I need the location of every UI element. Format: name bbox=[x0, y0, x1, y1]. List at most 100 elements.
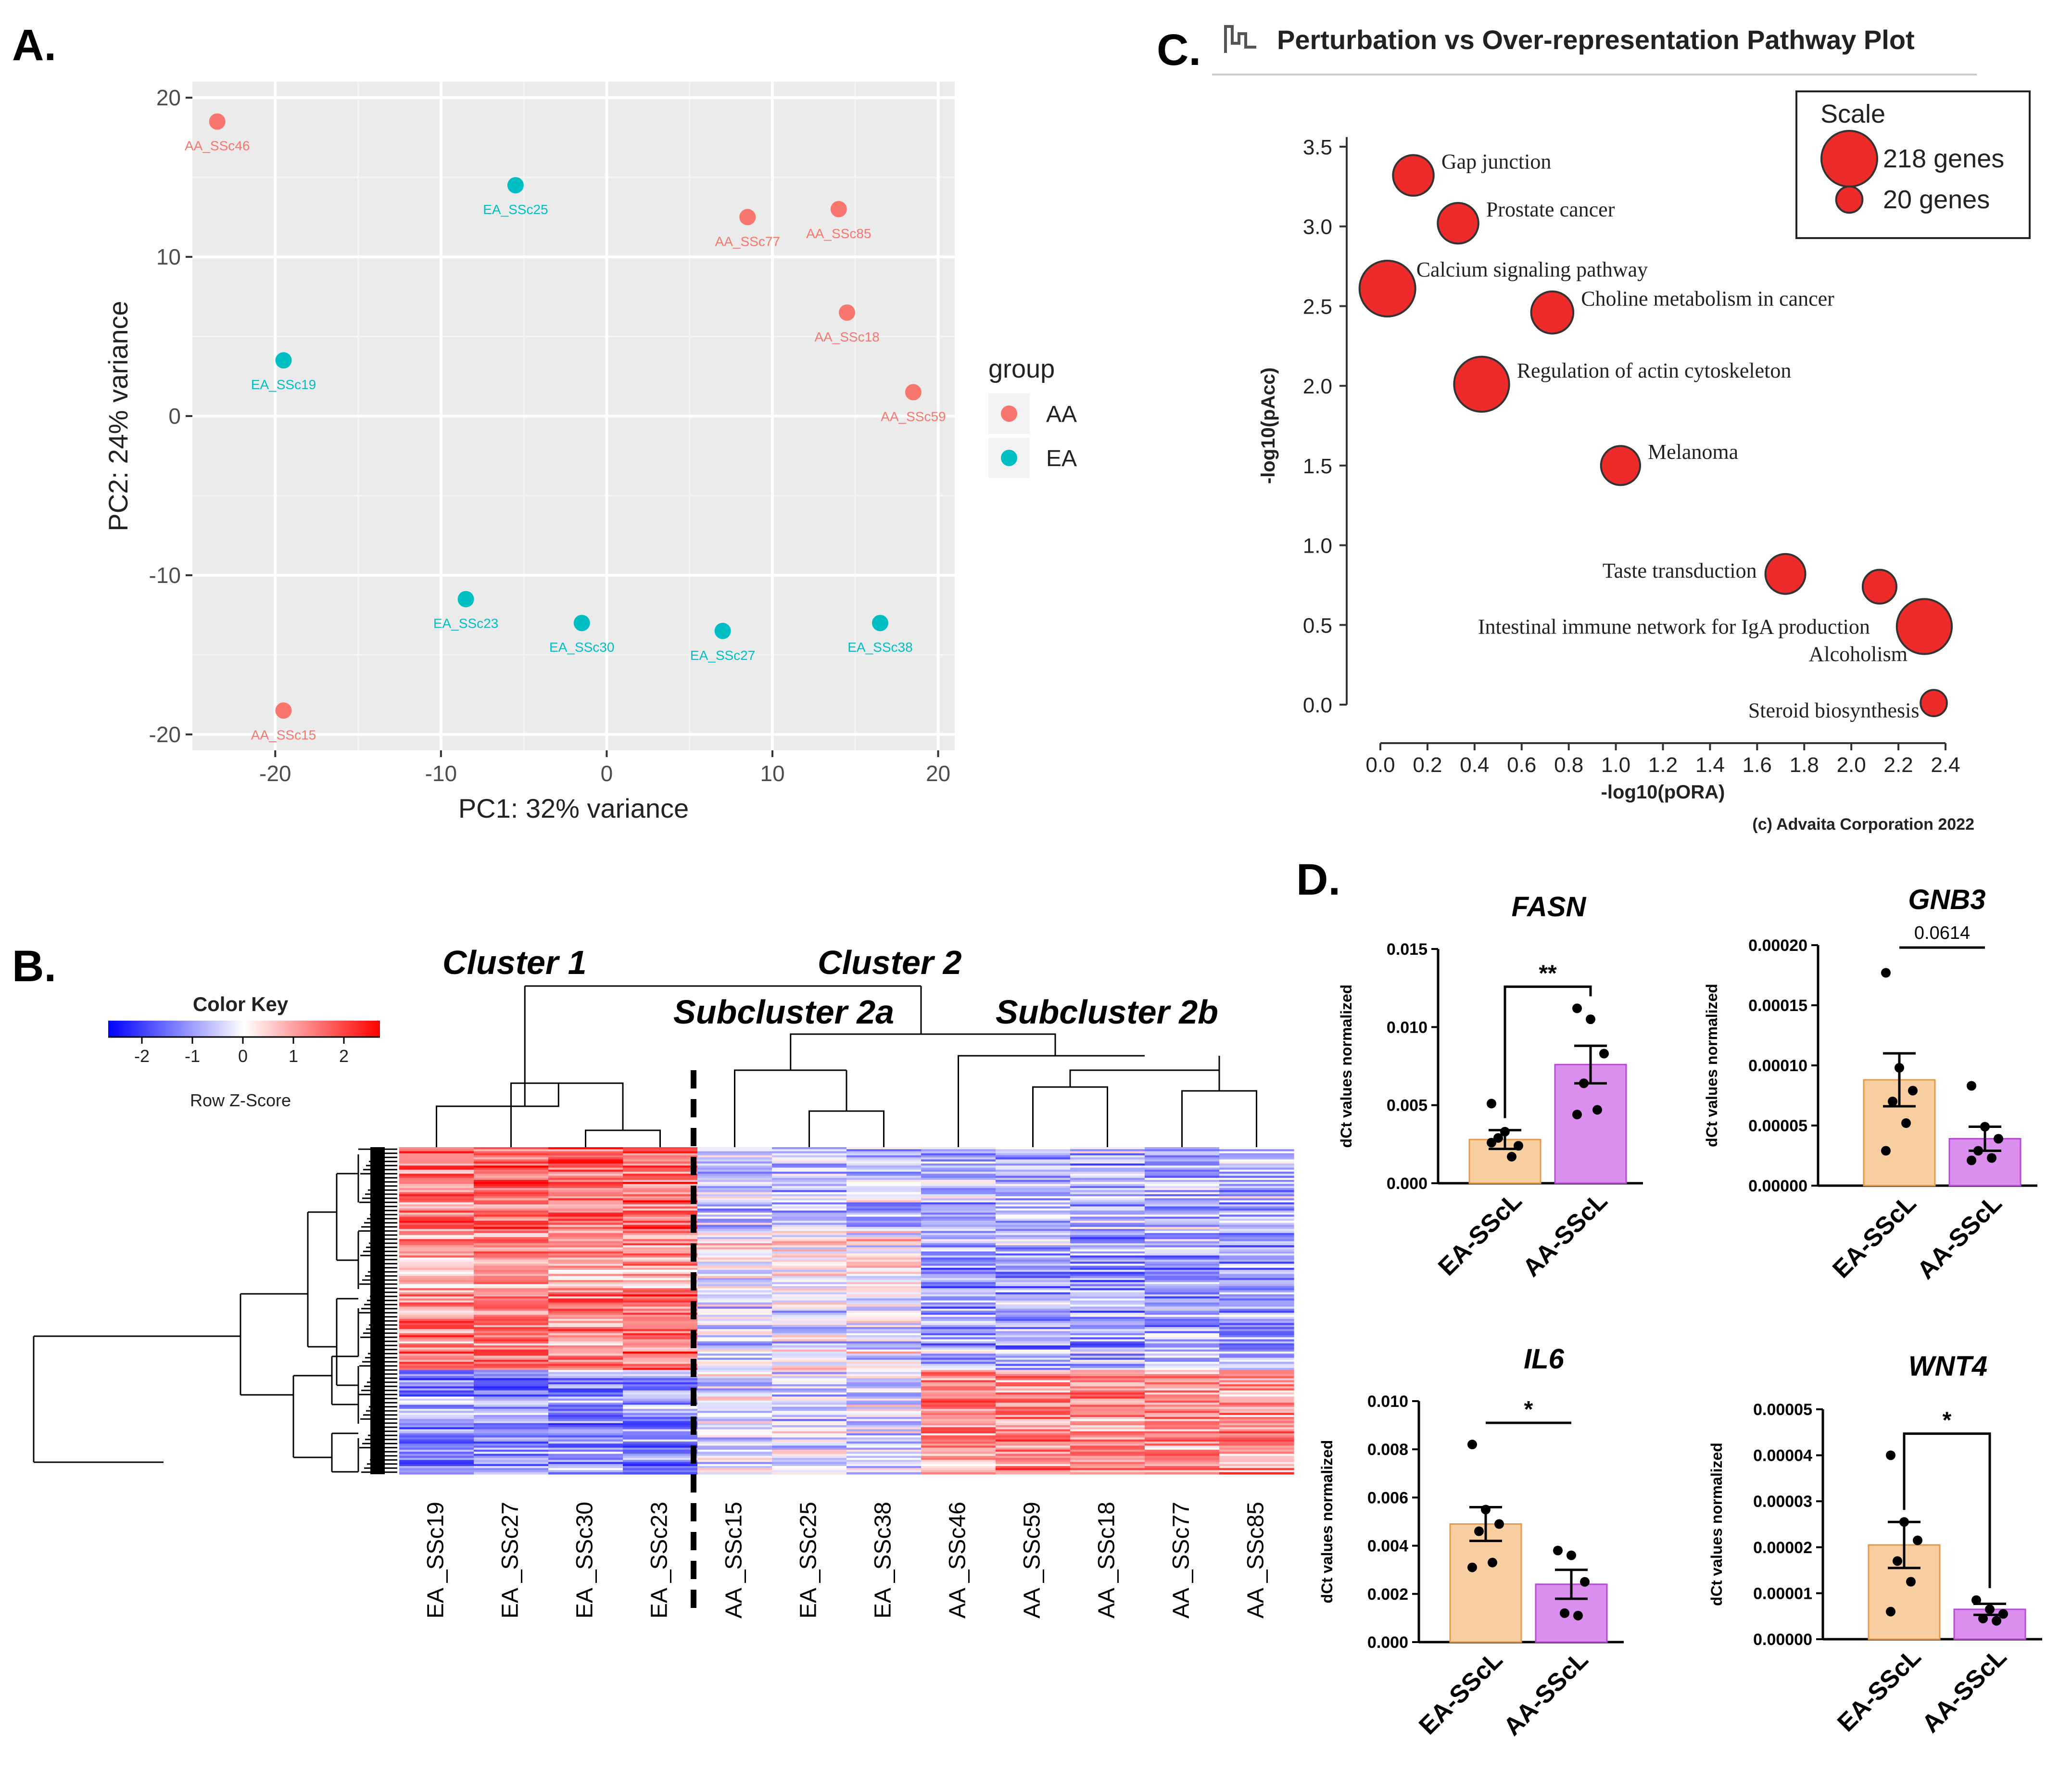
heatmap-cell bbox=[623, 1300, 698, 1303]
heatmap-cell bbox=[399, 1345, 474, 1348]
heatmap-cell bbox=[921, 1182, 996, 1185]
heatmap-cell bbox=[697, 1378, 772, 1381]
heatmap-cell bbox=[1070, 1153, 1145, 1156]
pathway-y-axis-label: -log10(pAcc) bbox=[1258, 367, 1279, 484]
heatmap-cell bbox=[921, 1292, 996, 1295]
data-point bbox=[1967, 1155, 1976, 1165]
heatmap-cell bbox=[1145, 1435, 1220, 1438]
heatmap-cell bbox=[772, 1167, 847, 1170]
heatmap-cell bbox=[1145, 1177, 1220, 1180]
heatmap-cell bbox=[548, 1347, 623, 1350]
heatmap-cell bbox=[697, 1282, 772, 1285]
heatmap-cell bbox=[996, 1200, 1071, 1203]
heatmap-cell bbox=[697, 1221, 772, 1223]
heatmap-cell bbox=[399, 1161, 474, 1164]
pca-x-tick-label: 20 bbox=[926, 761, 950, 786]
heatmap-cell bbox=[1145, 1398, 1220, 1401]
heatmap-cell bbox=[1145, 1223, 1220, 1226]
heatmap-cell bbox=[772, 1300, 847, 1303]
heatmap-cell bbox=[996, 1225, 1071, 1227]
heatmap-cell bbox=[474, 1349, 549, 1352]
heatmap-cell bbox=[1145, 1339, 1220, 1342]
heatmap-cell bbox=[623, 1368, 698, 1370]
heatmap-cell bbox=[697, 1382, 772, 1385]
heatmap-cell bbox=[996, 1439, 1071, 1442]
heatmap-cell bbox=[996, 1417, 1071, 1419]
heatmap-cell bbox=[399, 1415, 474, 1417]
heatmap-cell bbox=[1219, 1208, 1294, 1211]
heatmap-cell bbox=[921, 1390, 996, 1393]
data-point bbox=[1906, 1577, 1916, 1587]
heatmap-cell bbox=[548, 1169, 623, 1172]
heatmap-cell bbox=[996, 1362, 1071, 1365]
heatmap-cell bbox=[921, 1329, 996, 1332]
heatmap-cell bbox=[474, 1427, 549, 1430]
heatmap-cell bbox=[474, 1229, 549, 1231]
heatmap-column-label: AA _SSc18 bbox=[1094, 1502, 1120, 1619]
heatmap-cell bbox=[846, 1349, 922, 1352]
heatmap-cell bbox=[697, 1360, 772, 1362]
heatmap-cell bbox=[846, 1231, 922, 1234]
heatmap-cell bbox=[399, 1427, 474, 1430]
heatmap-cell bbox=[996, 1321, 1071, 1324]
heatmap-cell bbox=[697, 1262, 772, 1264]
heatmap-cell bbox=[697, 1227, 772, 1229]
heatmap-cell bbox=[772, 1433, 847, 1436]
heatmap-cell bbox=[399, 1423, 474, 1426]
heatmap-cell bbox=[921, 1276, 996, 1278]
heatmap-cell bbox=[1145, 1221, 1220, 1223]
heatmap-cell bbox=[548, 1292, 623, 1295]
heatmap-cell bbox=[399, 1278, 474, 1280]
heatmap-cell bbox=[1145, 1368, 1220, 1370]
heatmap-cell bbox=[772, 1206, 847, 1209]
heatmap-cell bbox=[1145, 1464, 1220, 1467]
heatmap-cell bbox=[623, 1362, 698, 1365]
data-point bbox=[1881, 968, 1891, 978]
bar-chart-y-tick-label: 0.00000 bbox=[1753, 1631, 1812, 1649]
heatmap-cell bbox=[548, 1384, 623, 1387]
heatmap-cell bbox=[548, 1186, 623, 1189]
pca-legend-label: AA bbox=[1046, 402, 1077, 427]
heatmap-cell bbox=[1219, 1329, 1294, 1332]
heatmap-cell bbox=[399, 1223, 474, 1226]
heatmap-cell bbox=[846, 1282, 922, 1285]
heatmap-column-label: EA _SSc23 bbox=[647, 1502, 672, 1619]
heatmap-cell bbox=[846, 1368, 922, 1370]
heatmap-cell bbox=[772, 1378, 847, 1381]
heatmap-cell bbox=[996, 1452, 1071, 1455]
heatmap-cell bbox=[996, 1464, 1071, 1467]
heatmap-cell bbox=[474, 1345, 549, 1348]
pca-x-tick-label: 10 bbox=[760, 761, 784, 786]
heatmap-cell bbox=[846, 1404, 922, 1407]
heatmap-cell bbox=[846, 1325, 922, 1328]
heatmap-cell bbox=[1219, 1445, 1294, 1448]
heatmap-cell bbox=[548, 1337, 623, 1340]
heatmap-cell bbox=[846, 1272, 922, 1275]
data-point bbox=[1481, 1505, 1491, 1515]
heatmap-cell bbox=[697, 1165, 772, 1168]
heatmap-cell bbox=[1145, 1411, 1220, 1414]
heatmap-cell bbox=[697, 1210, 772, 1213]
heatmap-cell bbox=[548, 1304, 623, 1307]
heatmap-cell bbox=[846, 1329, 922, 1332]
heatmap-cell bbox=[846, 1300, 922, 1303]
color-key-tick-label: 1 bbox=[289, 1046, 298, 1066]
heatmap-cell bbox=[399, 1292, 474, 1295]
heatmap-cell bbox=[921, 1308, 996, 1311]
heatmap-cell bbox=[697, 1265, 772, 1268]
heatmap-cell bbox=[846, 1259, 922, 1262]
heatmap-cell bbox=[548, 1470, 623, 1473]
heatmap-cell bbox=[772, 1466, 847, 1468]
heatmap-cell bbox=[921, 1360, 996, 1362]
heatmap-cell bbox=[1219, 1225, 1294, 1227]
pca-y-tick-label: -10 bbox=[149, 563, 181, 588]
heatmap-cell bbox=[1070, 1442, 1145, 1444]
heatmap-cell bbox=[548, 1403, 623, 1405]
heatmap-cell bbox=[996, 1206, 1071, 1209]
heatmap-cell bbox=[399, 1372, 474, 1375]
heatmap-cell bbox=[921, 1376, 996, 1379]
heatmap-cell bbox=[697, 1455, 772, 1458]
heatmap-cell bbox=[772, 1188, 847, 1190]
heatmap-cell bbox=[921, 1153, 996, 1156]
